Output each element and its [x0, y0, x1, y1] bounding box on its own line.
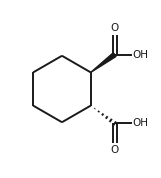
Text: O: O	[111, 145, 119, 155]
Text: OH: OH	[133, 50, 148, 60]
Text: O: O	[111, 23, 119, 33]
Polygon shape	[91, 53, 116, 72]
Text: OH: OH	[133, 118, 148, 128]
